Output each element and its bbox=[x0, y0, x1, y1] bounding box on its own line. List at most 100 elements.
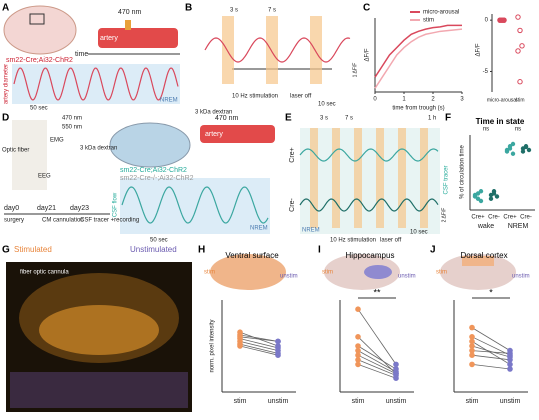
x-axis-label: time from trough (s) bbox=[392, 106, 444, 112]
label: 50 sec bbox=[150, 238, 168, 244]
panel-letter: J bbox=[430, 245, 436, 256]
data-point bbox=[494, 194, 500, 199]
diameter-trace bbox=[13, 67, 179, 101]
data-point bbox=[517, 79, 523, 85]
brain-illustration bbox=[210, 254, 286, 290]
panel-letter: G bbox=[2, 245, 10, 256]
pair-line bbox=[239, 341, 279, 351]
data-point bbox=[469, 338, 475, 345]
brain-section-zoom bbox=[10, 372, 188, 408]
region-label: unstim bbox=[512, 274, 530, 280]
nrem-band bbox=[120, 178, 270, 234]
pair-line bbox=[357, 336, 397, 374]
label: 10 sec bbox=[318, 102, 336, 108]
annotation: ** bbox=[373, 287, 381, 297]
label: day23 bbox=[70, 205, 89, 212]
panel-letter: B bbox=[185, 3, 192, 14]
pair-line bbox=[357, 364, 397, 379]
data-point bbox=[472, 194, 478, 199]
data-point bbox=[237, 341, 243, 347]
x-tick-label: stim bbox=[515, 97, 524, 103]
data-point bbox=[491, 191, 497, 196]
chart-title: Dorsal cortex bbox=[460, 251, 507, 260]
label: EEG bbox=[38, 174, 51, 180]
data-point bbox=[237, 332, 243, 338]
brain-section bbox=[39, 305, 159, 355]
series-line bbox=[374, 28, 463, 89]
data-point bbox=[507, 146, 513, 151]
x-tick-label: 0 bbox=[373, 97, 377, 103]
label: sm22-Cre;Ai32-ChR2 bbox=[120, 167, 187, 174]
data-point bbox=[393, 370, 399, 377]
pair-line bbox=[357, 345, 397, 370]
label: 50 sec bbox=[30, 106, 48, 112]
x-tick-label: unstim bbox=[500, 398, 521, 405]
stim-period bbox=[310, 128, 318, 228]
laser-illustration bbox=[125, 20, 131, 30]
x-tick-label: Cre+ bbox=[503, 215, 517, 221]
label: sm22-Cre-/-;Ai32-ChR2 bbox=[120, 175, 194, 182]
data-point bbox=[501, 17, 507, 23]
pair-line bbox=[471, 345, 511, 358]
label: 10 Hz stimulation bbox=[330, 238, 376, 244]
artery-illustration bbox=[200, 125, 275, 143]
data-point bbox=[275, 345, 281, 351]
label: 2 ΔF/F bbox=[441, 208, 447, 223]
data-point bbox=[526, 147, 532, 153]
csf-flow-trace bbox=[121, 186, 269, 224]
x-tick-label: Cre+ bbox=[471, 215, 485, 221]
panel-letter: F bbox=[445, 113, 451, 124]
x-tick-label: 1 bbox=[402, 97, 406, 103]
label: 550 nm bbox=[62, 125, 82, 131]
pair-line bbox=[471, 364, 511, 370]
artery-illustration bbox=[98, 28, 178, 48]
stim-period bbox=[398, 128, 406, 228]
tracer-trace bbox=[299, 148, 439, 162]
stim-period bbox=[222, 16, 234, 84]
label: surgery bbox=[4, 218, 24, 224]
data-point bbox=[469, 361, 475, 368]
data-point bbox=[355, 343, 361, 349]
pair-line bbox=[471, 354, 511, 361]
label: 10 Hz stimulation bbox=[232, 94, 278, 100]
x-tick-label: Cre- bbox=[488, 215, 500, 221]
pair-line bbox=[239, 331, 279, 347]
panel-letter: A bbox=[2, 3, 9, 14]
nrem-band bbox=[12, 64, 180, 104]
label: day0 bbox=[4, 205, 19, 212]
data-point bbox=[523, 144, 529, 150]
label: artery bbox=[205, 131, 223, 138]
data-point bbox=[475, 191, 481, 196]
data-point bbox=[469, 343, 475, 349]
pair-line bbox=[357, 359, 397, 376]
data-point bbox=[507, 361, 513, 368]
panel-letter: E bbox=[285, 113, 292, 124]
data-point bbox=[275, 350, 281, 357]
label: CM cannulation bbox=[42, 218, 84, 224]
region-label: unstim bbox=[280, 274, 298, 280]
label: Unstimulated bbox=[130, 245, 177, 254]
annotation: * bbox=[489, 287, 493, 297]
region-label: stim bbox=[322, 270, 333, 276]
mouse-illustration bbox=[12, 120, 47, 190]
x-tick-label: unstim bbox=[268, 398, 289, 405]
pair-line bbox=[239, 338, 279, 349]
stim-period bbox=[310, 16, 322, 84]
data-point bbox=[520, 149, 526, 154]
y-tick-label: 0 bbox=[485, 18, 489, 24]
label: 10 sec bbox=[410, 230, 428, 236]
data-point bbox=[355, 361, 361, 368]
label: NREM bbox=[302, 228, 320, 234]
region-label: stim bbox=[436, 270, 447, 276]
label: NREM bbox=[160, 98, 178, 104]
label: artery diameter bbox=[4, 64, 10, 104]
label: CSF tracer bbox=[444, 165, 450, 194]
pair-line bbox=[357, 354, 397, 374]
csf-panel-bg bbox=[300, 128, 440, 234]
label: EMG bbox=[50, 138, 64, 144]
baseline bbox=[232, 68, 332, 70]
data-point bbox=[393, 361, 399, 368]
chart-title: Hippocampus bbox=[346, 251, 395, 260]
